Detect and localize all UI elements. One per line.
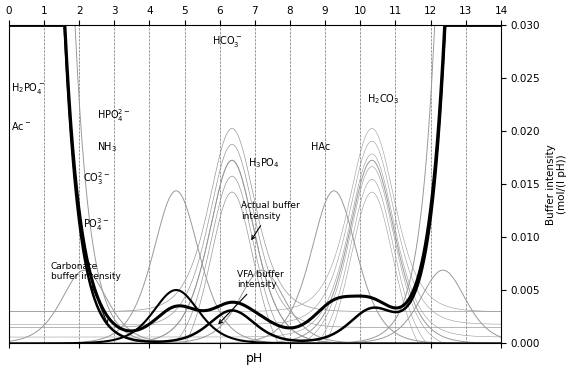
Text: HCO$_3^-$: HCO$_3^-$ (211, 34, 242, 49)
Text: HPO$_4^{2-}$: HPO$_4^{2-}$ (97, 107, 130, 124)
Y-axis label: Buffer intensity
(mol/(l pH)): Buffer intensity (mol/(l pH)) (546, 144, 567, 225)
Text: Ac$^-$: Ac$^-$ (10, 120, 31, 132)
Text: NH$_3$: NH$_3$ (97, 140, 117, 154)
Text: Actual buffer
intensity: Actual buffer intensity (241, 201, 300, 239)
Text: PO$_4^{3-}$: PO$_4^{3-}$ (83, 216, 109, 233)
X-axis label: pH: pH (246, 352, 264, 365)
Text: HAc: HAc (311, 142, 331, 152)
Text: VFA buffer
intensity: VFA buffer intensity (219, 270, 284, 324)
Text: CO$_3^{2-}$: CO$_3^{2-}$ (83, 171, 110, 187)
Text: H$_2$PO$_4^-$: H$_2$PO$_4^-$ (10, 81, 45, 96)
Text: Carbonate
buffer intensity: Carbonate buffer intensity (51, 262, 121, 324)
Text: H$_2$CO$_3$: H$_2$CO$_3$ (367, 93, 400, 106)
Text: H$_3$PO$_4$: H$_3$PO$_4$ (248, 156, 280, 170)
